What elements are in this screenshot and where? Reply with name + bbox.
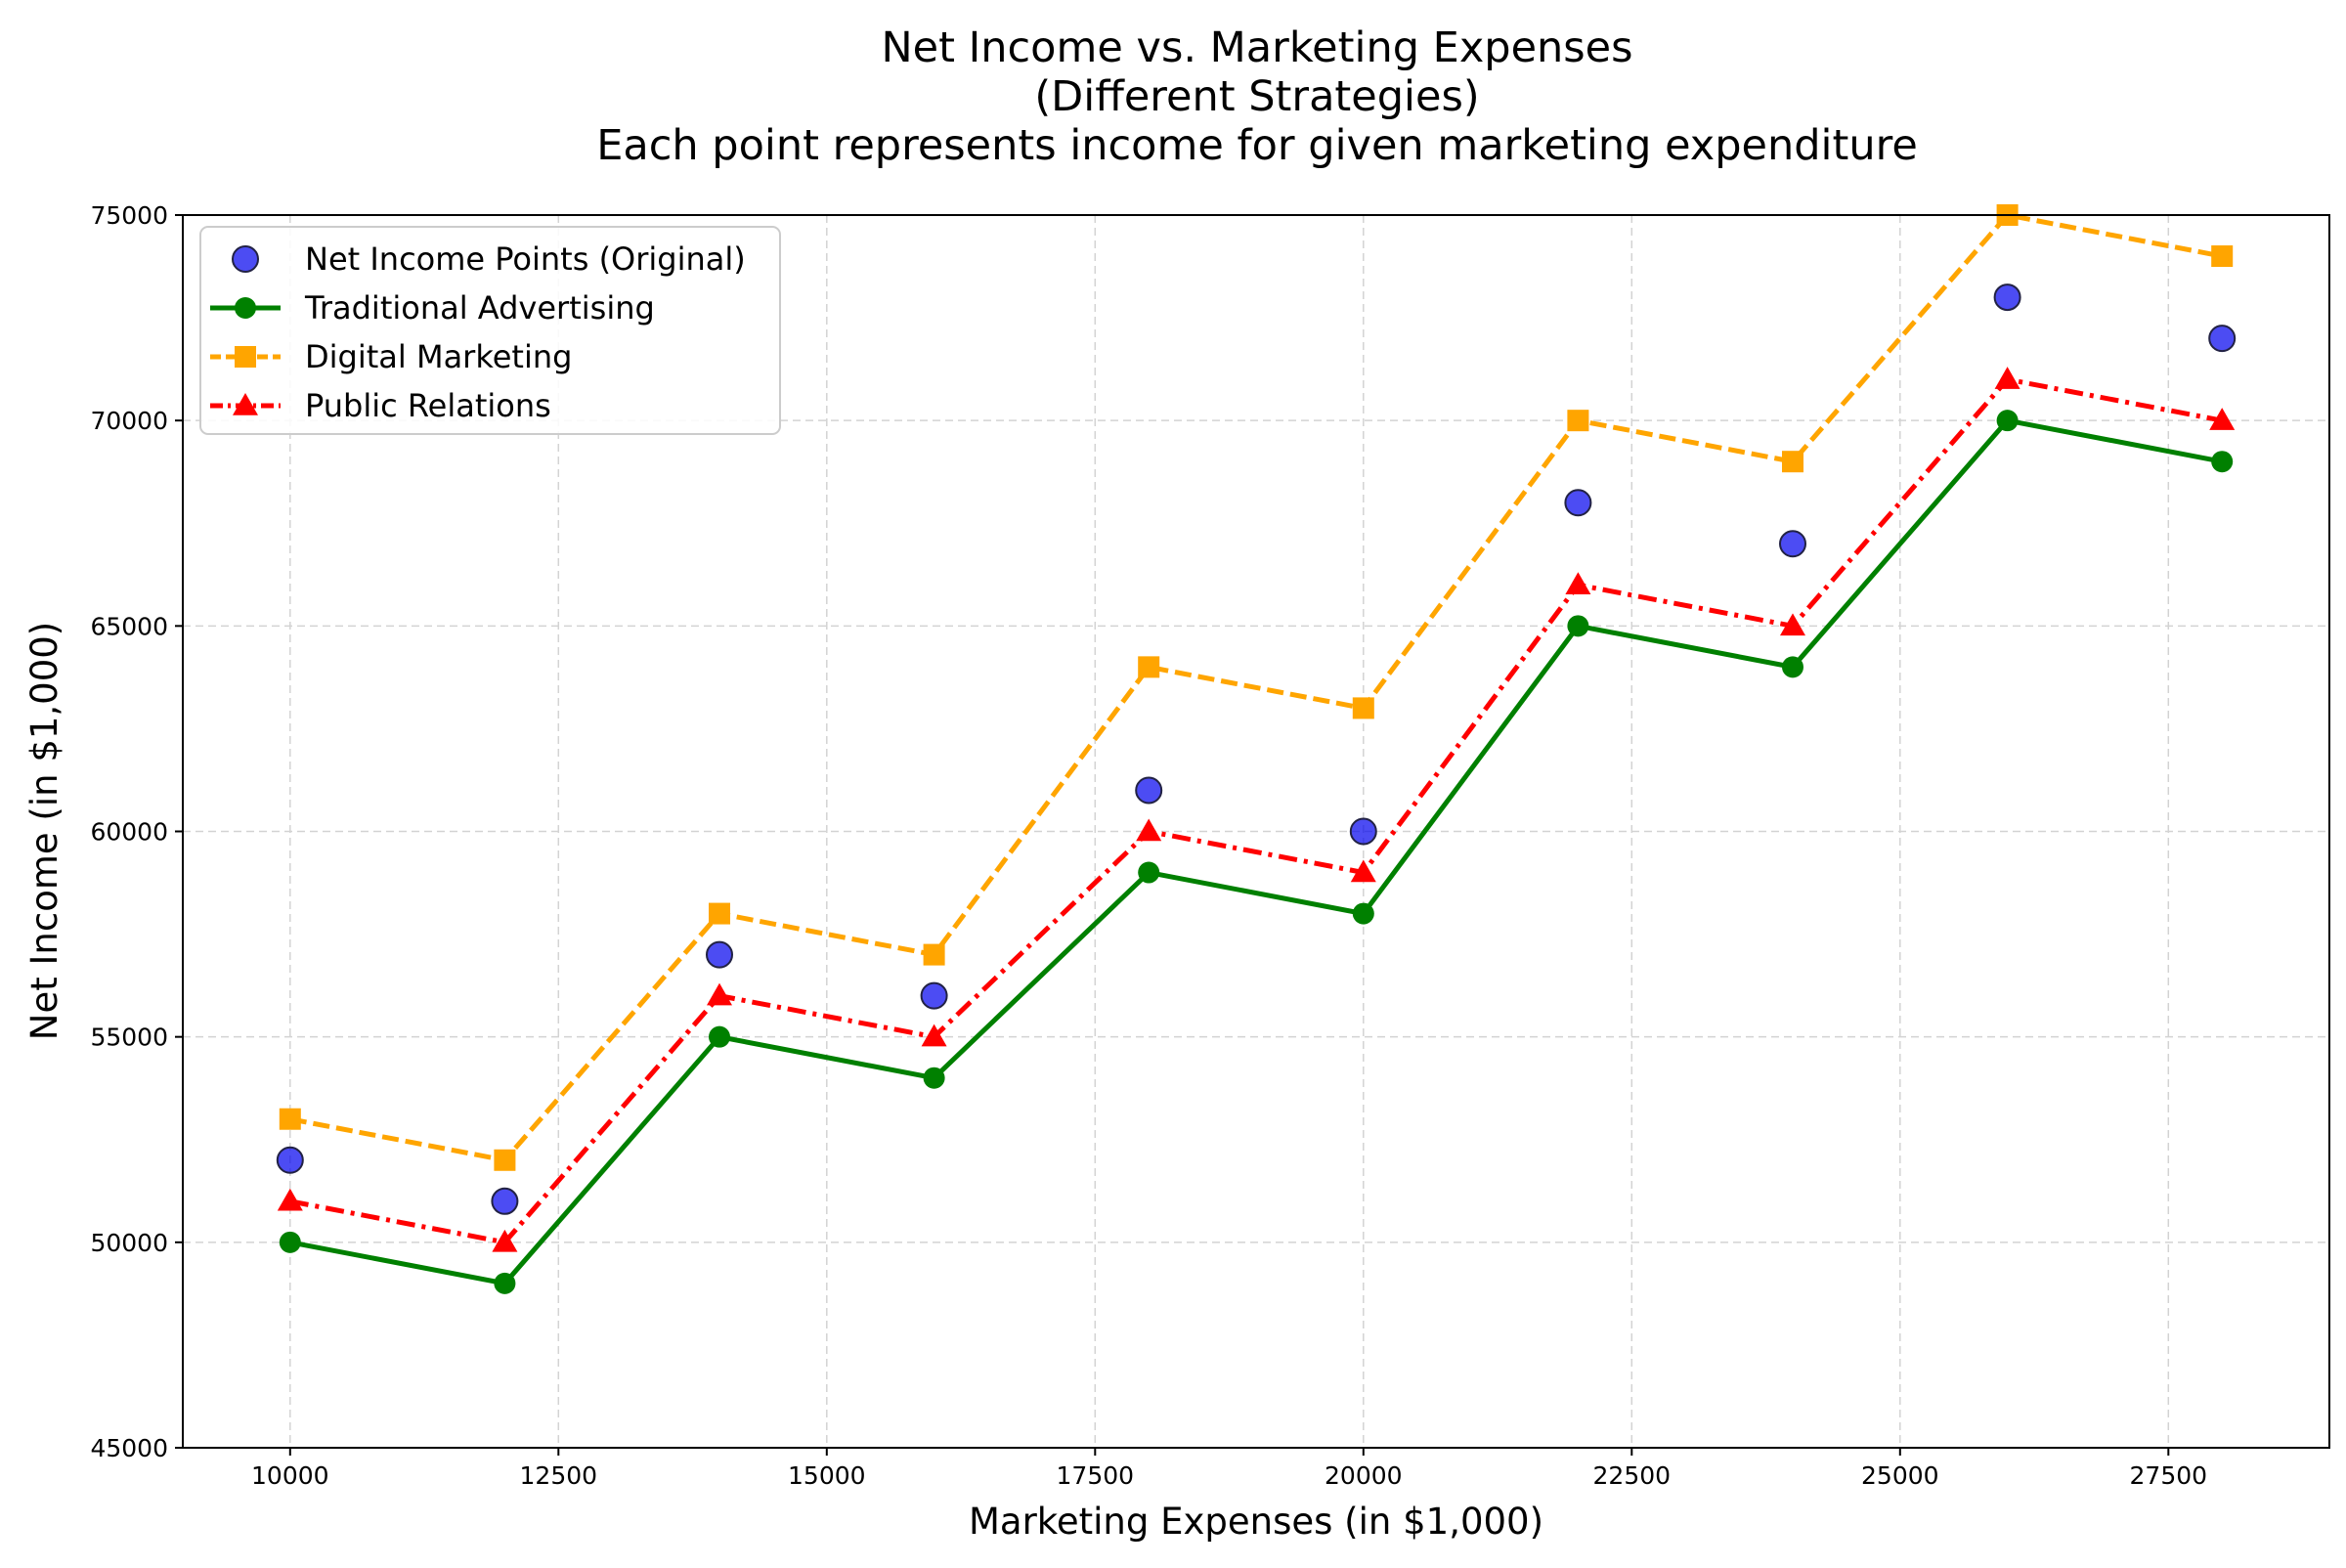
data-point — [279, 1231, 301, 1253]
x-tick-label: 25000 — [1861, 1461, 1939, 1490]
data-point — [492, 1229, 518, 1252]
legend-entry: Public Relations — [210, 387, 551, 424]
chart-title-line-1: Net Income vs. Marketing Expenses — [881, 23, 1632, 72]
series-line — [289, 417, 2223, 1286]
legend-marker-swatch — [235, 346, 256, 368]
series-traditional-advertising — [279, 410, 2234, 1294]
data-point — [1782, 656, 1803, 678]
data-point — [923, 943, 945, 966]
data-point — [1138, 656, 1160, 678]
series-net-income-points-original — [276, 283, 2237, 1215]
y-tick-label: 75000 — [90, 201, 168, 230]
data-point — [277, 1188, 303, 1211]
data-point — [491, 1187, 519, 1215]
data-point — [1782, 451, 1803, 473]
data-point — [709, 902, 730, 925]
data-point — [1779, 530, 1806, 558]
data-point — [706, 940, 733, 969]
y-tick-label: 55000 — [90, 1024, 168, 1052]
legend: Net Income Points (Original) Traditional … — [199, 226, 781, 435]
x-tick-label: 20000 — [1325, 1461, 1403, 1490]
y-axis-ticks: 45000 50000 55000 60000 65000 70000 75000 — [90, 201, 183, 1462]
data-point — [1350, 859, 1376, 883]
data-point — [1136, 818, 1162, 842]
legend-box — [199, 226, 781, 435]
x-tick-label: 12500 — [520, 1461, 598, 1490]
legend-label: Public Relations — [305, 387, 551, 424]
data-point — [921, 1024, 947, 1047]
legend-label: Digital Marketing — [305, 338, 572, 375]
data-point — [1993, 283, 2021, 312]
data-point — [1352, 697, 1374, 719]
x-axis-label: Marketing Expenses (in $1,000) — [969, 1501, 1543, 1543]
data-point — [1567, 615, 1589, 637]
legend-entry: Traditional Advertising — [210, 289, 655, 327]
data-point — [1780, 613, 1805, 636]
data-point — [2211, 451, 2234, 473]
data-point — [707, 982, 732, 1006]
y-tick-label: 50000 — [90, 1229, 168, 1257]
y-axis-label: Net Income (in $1,000) — [23, 622, 65, 1040]
legend-entry: Net Income Points (Original) — [232, 240, 746, 278]
legend-items: Net Income Points (Original) Traditional … — [210, 240, 746, 424]
data-point — [494, 1272, 516, 1294]
data-point — [920, 981, 948, 1010]
x-tick-label: 10000 — [251, 1461, 329, 1490]
series-line — [289, 212, 2223, 1163]
legend-marker-swatch — [232, 245, 259, 273]
data-point — [276, 1146, 304, 1174]
data-point — [494, 1149, 516, 1171]
y-tick-label: 60000 — [90, 818, 168, 847]
data-point — [1996, 410, 2019, 432]
data-point — [1994, 367, 2020, 389]
chart-title: Net Income vs. Marketing Expenses (Diffe… — [596, 23, 1918, 170]
x-tick-label: 17500 — [1057, 1461, 1135, 1490]
data-point — [1138, 861, 1160, 884]
data-point — [2211, 245, 2234, 268]
data-point — [1564, 489, 1592, 517]
data-point — [1565, 572, 1591, 595]
data-point — [923, 1067, 945, 1089]
series-line — [289, 376, 2223, 1245]
data-point — [2209, 408, 2236, 430]
series-public-relations — [277, 367, 2236, 1252]
chart-title-line-3: Each point represents income for given m… — [596, 121, 1918, 170]
x-tick-label: 27500 — [2130, 1461, 2208, 1490]
data-point — [1567, 410, 1589, 432]
x-tick-label: 22500 — [1593, 1461, 1672, 1490]
data-point — [2208, 325, 2237, 353]
data-point — [279, 1108, 301, 1130]
data-point — [1135, 776, 1163, 805]
y-tick-label: 45000 — [90, 1434, 168, 1462]
data-point — [709, 1025, 730, 1048]
data-point — [1349, 817, 1377, 846]
plot-series — [276, 204, 2237, 1294]
legend-marker-swatch — [233, 393, 258, 415]
legend-entry: Digital Marketing — [210, 338, 572, 375]
chart-title-line-2: (Different Strategies) — [1034, 72, 1479, 121]
data-point — [1352, 902, 1374, 925]
x-tick-label: 15000 — [788, 1461, 866, 1490]
legend-label: Traditional Advertising — [304, 289, 655, 327]
x-axis-ticks: 10000 12500 15000 17500 20000 22500 25000 27500 — [251, 1448, 2207, 1490]
legend-marker-swatch — [235, 297, 256, 319]
y-tick-label: 65000 — [90, 612, 168, 640]
y-tick-label: 70000 — [90, 407, 168, 435]
legend-label: Net Income Points (Original) — [305, 240, 746, 278]
